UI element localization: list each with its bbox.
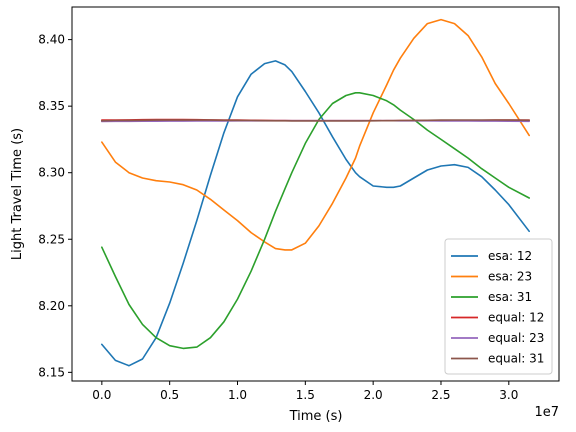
legend-label: equal: 31 (488, 352, 544, 366)
y-tick-label: 8.15 (38, 365, 65, 379)
legend: esa: 12 esa: 23 esa: 31 equal: 12 equal: 23 e… (444, 238, 553, 375)
series-line-5 (101, 119, 531, 122)
x-tick-label: 2.5 (431, 388, 450, 402)
legend-label: equal: 12 (488, 311, 544, 325)
y-tick-label: 8.35 (38, 99, 65, 113)
x-tick-label: 1.5 (296, 388, 315, 402)
y-tick-label: 8.25 (38, 232, 65, 246)
y-axis: 8.15 8.20 8.25 8.30 8.35 8.40 (38, 33, 72, 379)
y-tick-label: 8.40 (38, 33, 65, 47)
legend-label: esa: 31 (488, 290, 532, 304)
x-tick-label: 2.0 (364, 388, 383, 402)
x-tick-label: 3.0 (499, 388, 518, 402)
series-line-0 (101, 60, 531, 367)
legend-label: equal: 23 (488, 331, 544, 345)
x-tick-label: 0.5 (160, 388, 179, 402)
legend-label: esa: 23 (488, 270, 532, 284)
x-axis-offset-label: 1e7 (534, 405, 559, 420)
series-line-1 (101, 18, 531, 251)
plot-frame (71, 6, 560, 382)
series-line-2 (101, 92, 531, 350)
x-axis-label: Time (s) (289, 409, 343, 424)
legend-label: esa: 12 (488, 249, 532, 263)
y-axis-label: Light Travel Time (s) (10, 128, 25, 260)
legend-box (444, 238, 553, 375)
series-lines (101, 18, 531, 367)
y-tick-label: 8.20 (38, 299, 65, 313)
x-tick-label: 0.0 (92, 388, 111, 402)
y-tick-label: 8.30 (38, 166, 65, 180)
x-axis: 0.0 0.5 1.0 1.5 2.0 2.5 3.0 (92, 381, 518, 402)
x-tick-label: 1.0 (228, 388, 247, 402)
